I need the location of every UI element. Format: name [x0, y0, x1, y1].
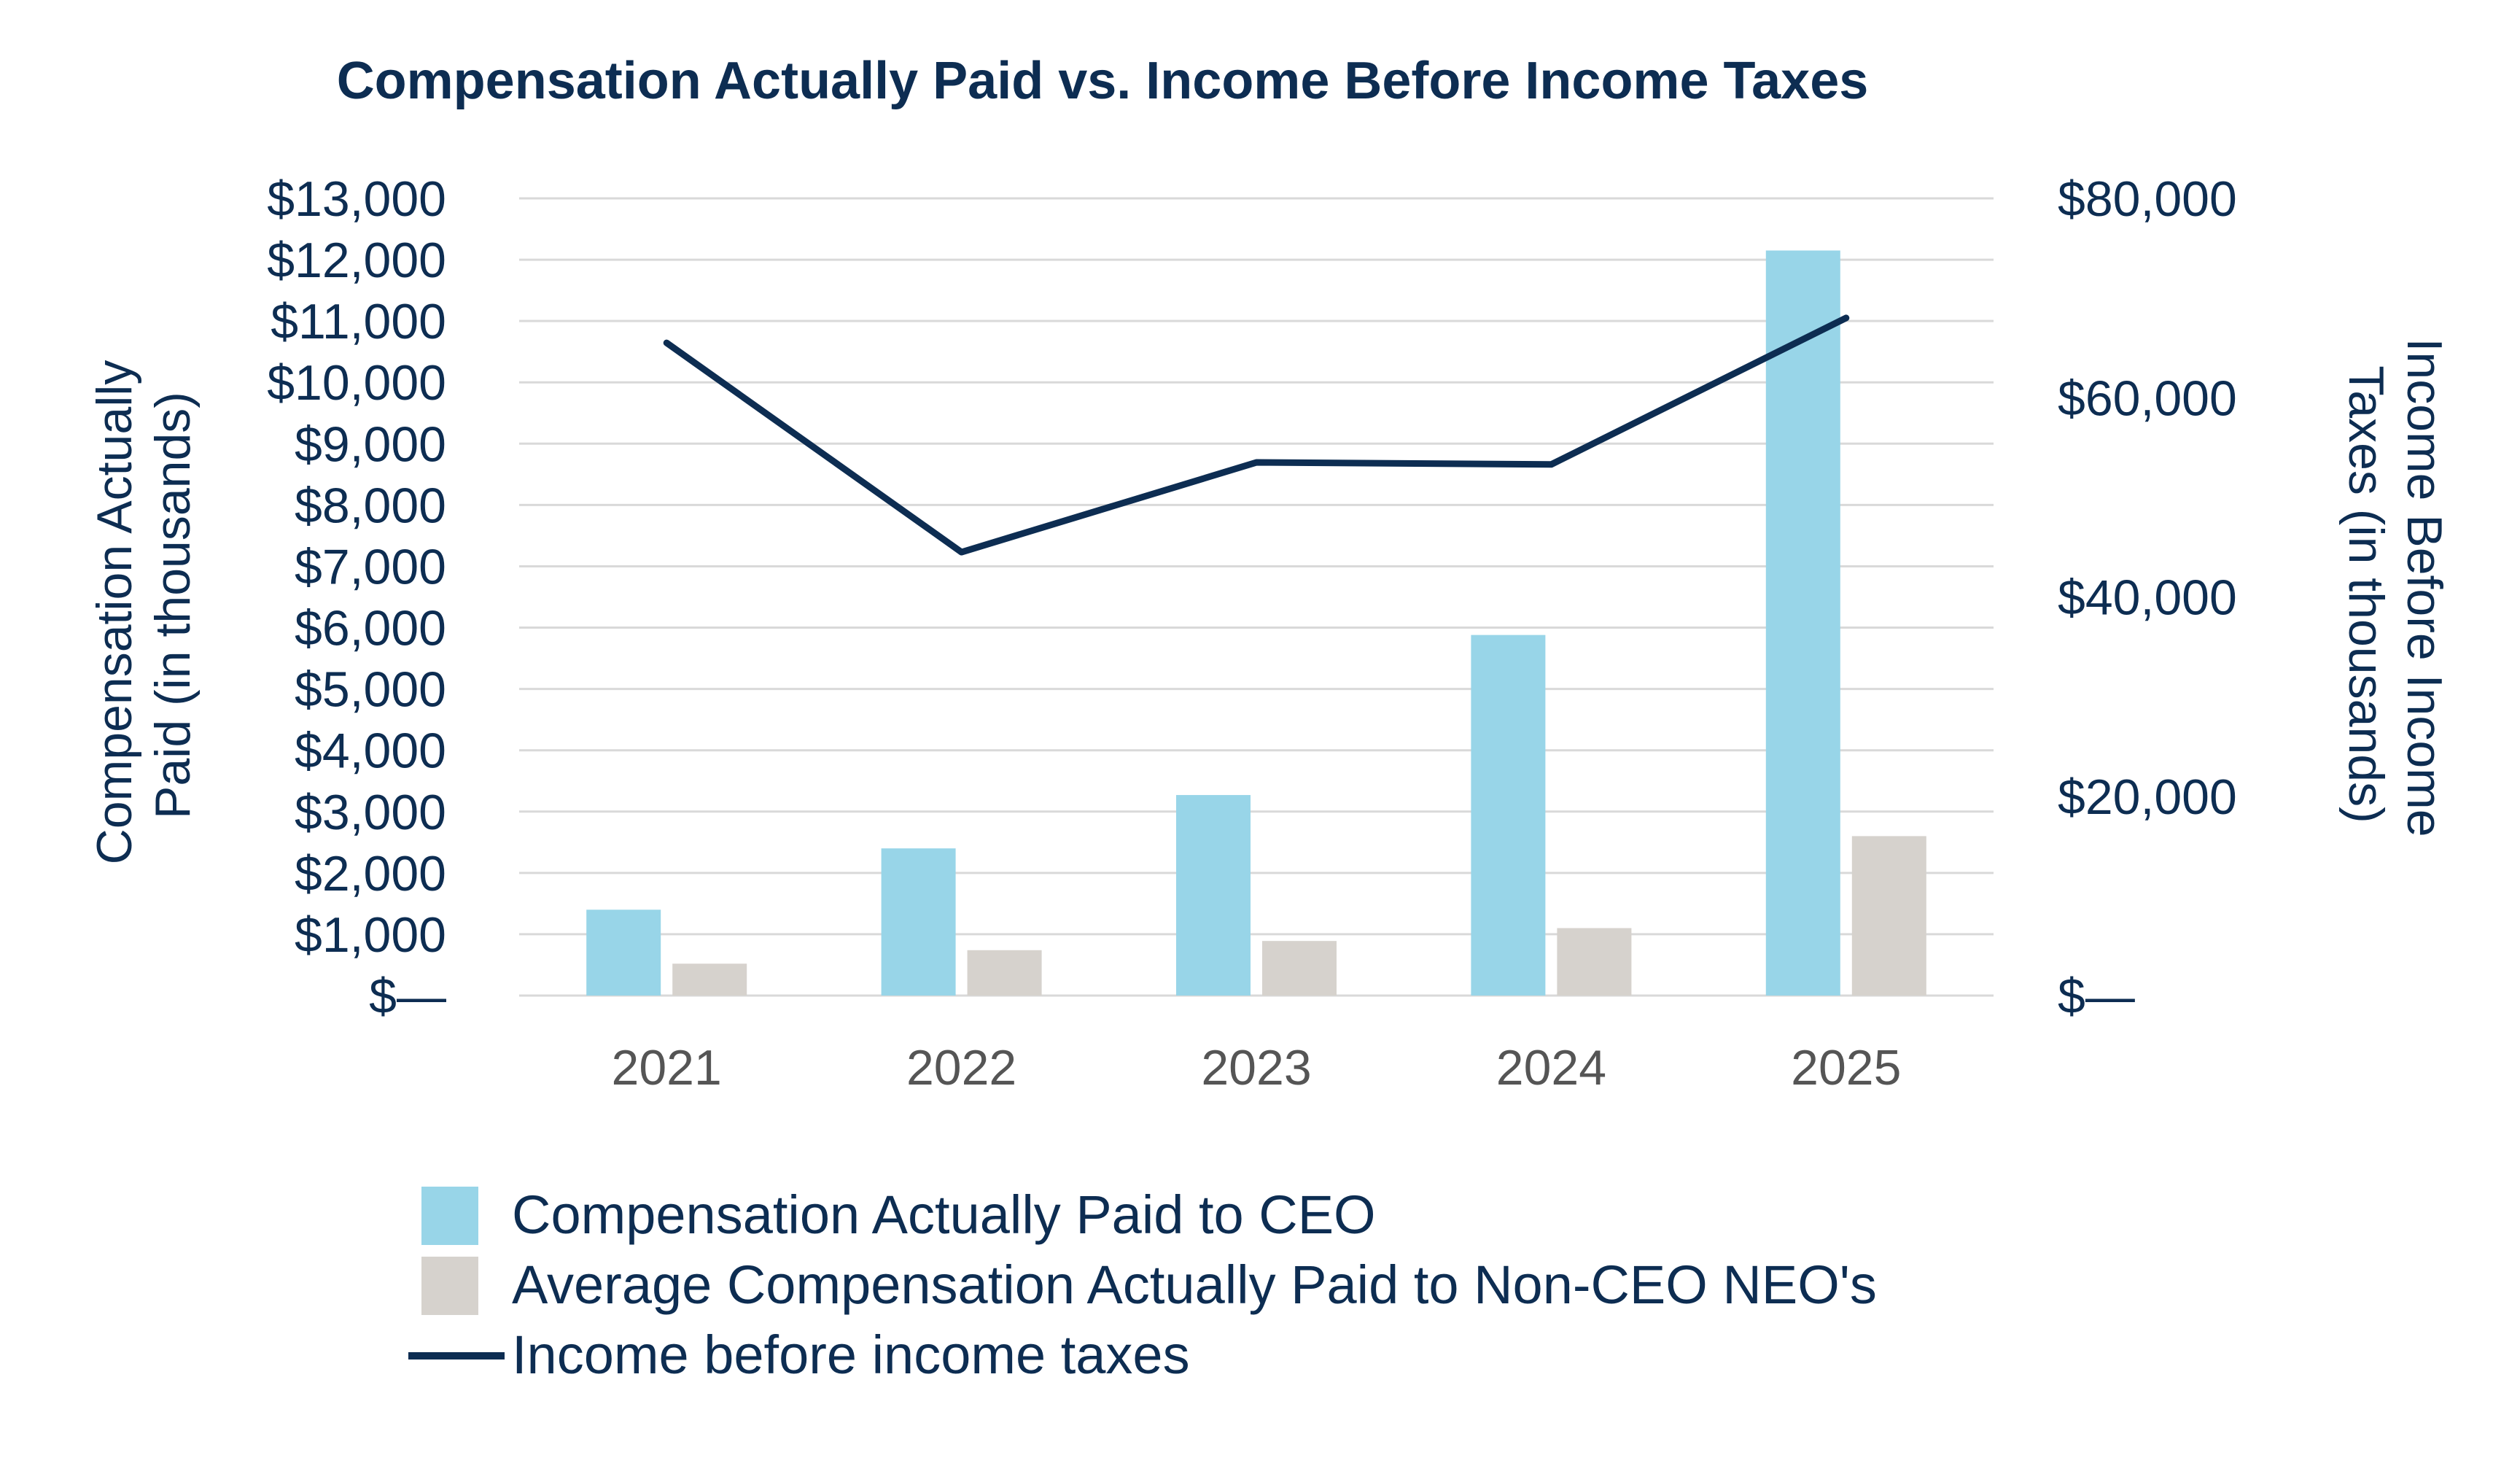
legend-swatch — [421, 1187, 478, 1245]
left-axis-title-line-1: Compensation Actually — [87, 360, 142, 865]
y-right-tick-label: $40,000 — [2058, 570, 2237, 626]
y-right-tick-label: $80,000 — [2058, 171, 2237, 227]
y-right-tick-label: $20,000 — [2058, 769, 2237, 825]
y-left-tick-label: $9,000 — [295, 416, 446, 472]
bar-ceo — [1766, 250, 1840, 996]
legend-label: Compensation Actually Paid to CEO — [512, 1184, 1376, 1245]
y-left-tick-label: $2,000 — [295, 846, 446, 901]
x-category-label: 2022 — [906, 1040, 1016, 1095]
y-left-tick-label: $4,000 — [295, 724, 446, 779]
x-category-label: 2021 — [612, 1040, 722, 1095]
x-category-label: 2024 — [1496, 1040, 1606, 1095]
left-axis-title-line-2: Paid (in thousands) — [145, 392, 201, 819]
bar-non-ceo-neo — [672, 963, 747, 996]
category-axis: 2021 2022 2023 2024 2025 — [612, 1040, 1902, 1095]
y-left-tick-label: $1,000 — [295, 907, 446, 963]
right-axis-title: Income Before Income Taxes (in thousands… — [2338, 338, 2452, 850]
right-axis-title-line-2: Taxes (in thousands) — [2338, 365, 2394, 823]
y-left-tick-label: $11,000 — [271, 294, 446, 349]
y-right-tick-label: $60,000 — [2058, 371, 2237, 426]
y-left-tick-label: $8,000 — [295, 478, 446, 533]
left-axis-title: Compensation Actually Paid (in thousands… — [87, 346, 201, 865]
legend-label: Income before income taxes — [512, 1324, 1190, 1385]
bar-non-ceo-neo — [1852, 836, 1926, 996]
bar-ceo — [1471, 635, 1545, 996]
y-left-tick-label: $5,000 — [295, 662, 446, 718]
income-line-layer — [666, 318, 1846, 552]
right-axis: $— $20,000 $40,000 $60,000 $80,000 — [2058, 171, 2237, 1024]
y-left-tick-label: $10,000 — [267, 355, 446, 411]
y-left-tick-label: $3,000 — [295, 785, 446, 840]
x-category-label: 2025 — [1791, 1040, 1901, 1095]
legend-swatch — [421, 1257, 478, 1315]
income-line — [666, 318, 1846, 552]
y-left-tick-label: $13,000 — [267, 171, 446, 227]
bar-non-ceo-neo — [1557, 928, 1631, 996]
y-left-tick-label: $6,000 — [295, 601, 446, 656]
left-axis: $— $1,000 $2,000 $3,000 $4,000 $5,000 $6,000 $7… — [267, 171, 446, 1024]
x-category-label: 2023 — [1201, 1040, 1311, 1095]
bar-ceo — [586, 909, 661, 996]
y-left-tick-label: $— — [369, 969, 446, 1024]
right-axis-title-line-1: Income Before Income — [2397, 338, 2452, 837]
chart-title: Compensation Actually Paid vs. Income Be… — [337, 52, 1869, 110]
legend-label: Average Compensation Actually Paid to No… — [512, 1254, 1877, 1315]
bar-non-ceo-neo — [1262, 941, 1337, 996]
bar-ceo — [882, 848, 956, 996]
y-left-tick-label: $12,000 — [267, 233, 446, 288]
bar-ceo — [1176, 795, 1251, 996]
legend: Compensation Actually Paid to CEO Average… — [408, 1184, 1877, 1385]
bar-non-ceo-neo — [968, 950, 1042, 996]
y-right-tick-label: $— — [2058, 969, 2135, 1024]
bars — [586, 250, 1926, 996]
y-left-tick-label: $7,000 — [295, 539, 446, 594]
